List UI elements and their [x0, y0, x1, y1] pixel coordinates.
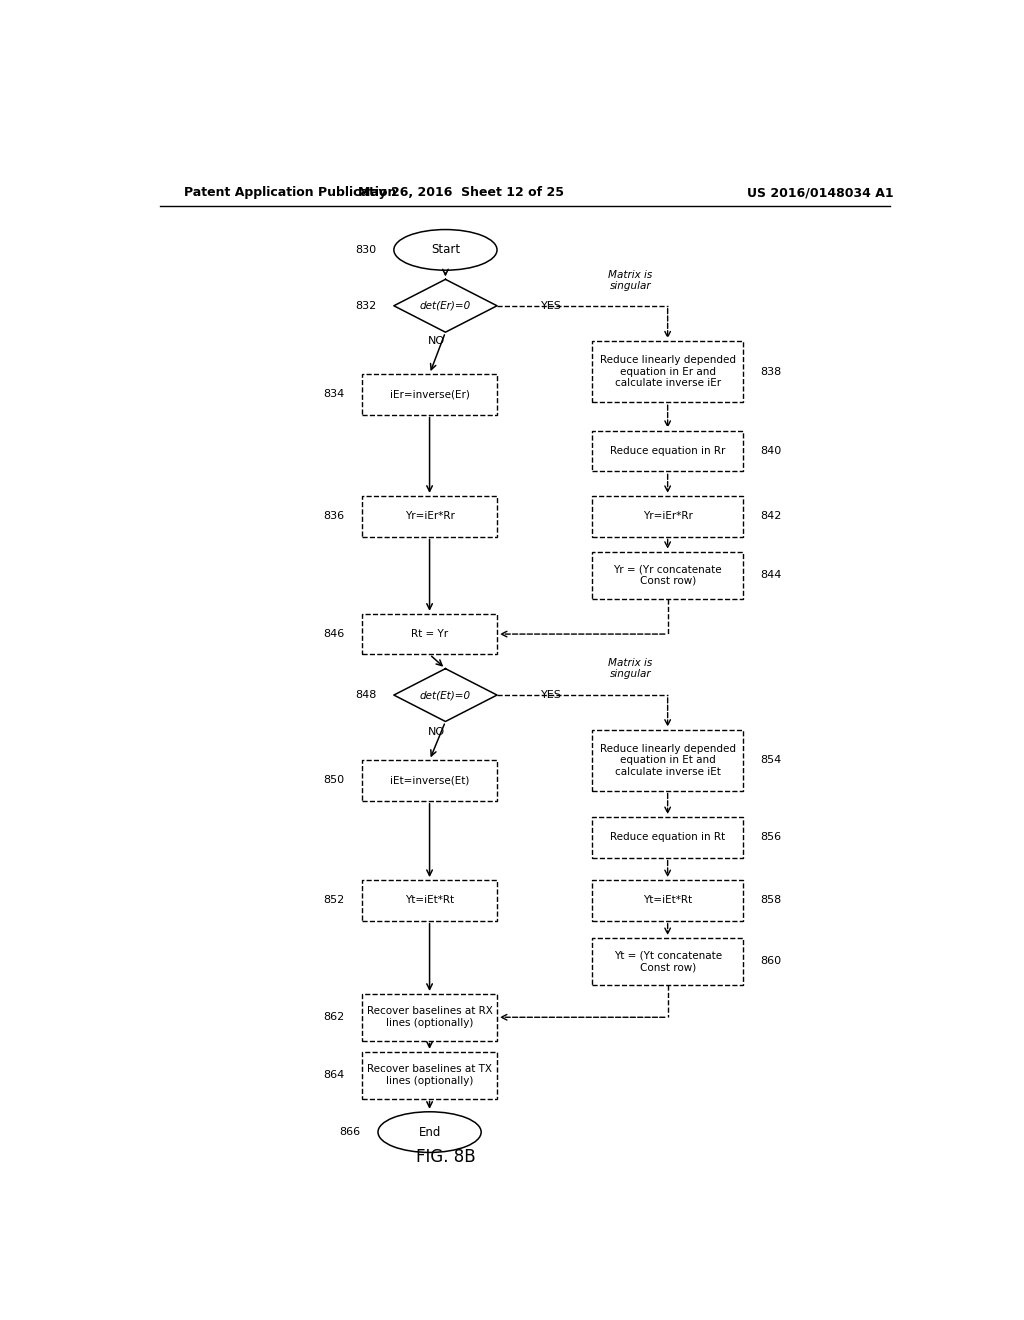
Text: Start: Start [431, 243, 460, 256]
Text: 866: 866 [339, 1127, 360, 1137]
FancyBboxPatch shape [362, 374, 497, 414]
Text: Yr = (Yr concatenate
Const row): Yr = (Yr concatenate Const row) [613, 565, 722, 586]
Text: 862: 862 [324, 1012, 345, 1022]
Text: Recover baselines at RX
lines (optionally): Recover baselines at RX lines (optionall… [367, 1006, 493, 1028]
FancyBboxPatch shape [592, 880, 743, 921]
Polygon shape [394, 669, 497, 722]
Text: YES: YES [541, 301, 561, 310]
FancyBboxPatch shape [362, 994, 497, 1040]
Text: det(Et)=0: det(Et)=0 [420, 690, 471, 700]
Text: Yt = (Yt concatenate
Const row): Yt = (Yt concatenate Const row) [613, 950, 722, 972]
Text: Rt = Yr: Rt = Yr [411, 630, 449, 639]
Text: 852: 852 [324, 895, 345, 906]
Text: Yt=iEt*Rt: Yt=iEt*Rt [643, 895, 692, 906]
FancyBboxPatch shape [592, 817, 743, 858]
FancyBboxPatch shape [592, 430, 743, 471]
Text: Matrix is
singular: Matrix is singular [608, 657, 652, 680]
Text: Yt=iEt*Rt: Yt=iEt*Rt [406, 895, 454, 906]
Polygon shape [394, 280, 497, 333]
Ellipse shape [394, 230, 497, 271]
Text: iEr=inverse(Er): iEr=inverse(Er) [389, 389, 470, 399]
Text: Yr=iEr*Rr: Yr=iEr*Rr [404, 511, 455, 521]
FancyBboxPatch shape [592, 552, 743, 598]
Text: 844: 844 [761, 570, 782, 579]
Text: NO: NO [428, 337, 445, 346]
Text: YES: YES [541, 690, 561, 700]
Text: Reduce equation in Rr: Reduce equation in Rr [610, 446, 725, 457]
FancyBboxPatch shape [362, 496, 497, 536]
Text: Matrix is
singular: Matrix is singular [608, 269, 652, 292]
FancyBboxPatch shape [362, 1052, 497, 1098]
Text: Patent Application Publication: Patent Application Publication [183, 186, 396, 199]
FancyBboxPatch shape [362, 880, 497, 921]
Text: 864: 864 [324, 1071, 345, 1080]
Text: 834: 834 [324, 389, 345, 399]
Text: Reduce linearly depended
equation in Er and
calculate inverse iEr: Reduce linearly depended equation in Er … [600, 355, 735, 388]
FancyBboxPatch shape [592, 730, 743, 791]
Text: 832: 832 [355, 301, 377, 310]
Text: 840: 840 [761, 446, 781, 457]
Text: Reduce equation in Rt: Reduce equation in Rt [610, 833, 725, 842]
FancyBboxPatch shape [592, 939, 743, 985]
FancyBboxPatch shape [592, 496, 743, 536]
Text: det(Er)=0: det(Er)=0 [420, 301, 471, 310]
Text: 846: 846 [324, 630, 345, 639]
Text: Reduce linearly depended
equation in Et and
calculate inverse iEt: Reduce linearly depended equation in Et … [600, 743, 735, 776]
Text: May 26, 2016  Sheet 12 of 25: May 26, 2016 Sheet 12 of 25 [358, 186, 564, 199]
FancyBboxPatch shape [592, 342, 743, 403]
Text: 856: 856 [761, 833, 781, 842]
Text: 836: 836 [324, 511, 345, 521]
Text: Yr=iEr*Rr: Yr=iEr*Rr [643, 511, 692, 521]
Text: 842: 842 [761, 511, 782, 521]
Text: iEt=inverse(Et): iEt=inverse(Et) [390, 775, 469, 785]
Text: 848: 848 [355, 690, 377, 700]
Text: 850: 850 [324, 775, 345, 785]
Text: 860: 860 [761, 957, 781, 966]
Text: 854: 854 [761, 755, 781, 766]
Text: End: End [419, 1126, 440, 1139]
Text: 830: 830 [355, 246, 377, 255]
Text: Recover baselines at TX
lines (optionally): Recover baselines at TX lines (optionall… [367, 1064, 493, 1086]
Text: NO: NO [428, 726, 445, 737]
Text: 858: 858 [761, 895, 781, 906]
Text: FIG. 8B: FIG. 8B [416, 1147, 475, 1166]
Text: US 2016/0148034 A1: US 2016/0148034 A1 [748, 186, 894, 199]
FancyBboxPatch shape [362, 614, 497, 655]
Text: 838: 838 [761, 367, 781, 376]
FancyBboxPatch shape [362, 760, 497, 801]
Ellipse shape [378, 1111, 481, 1152]
